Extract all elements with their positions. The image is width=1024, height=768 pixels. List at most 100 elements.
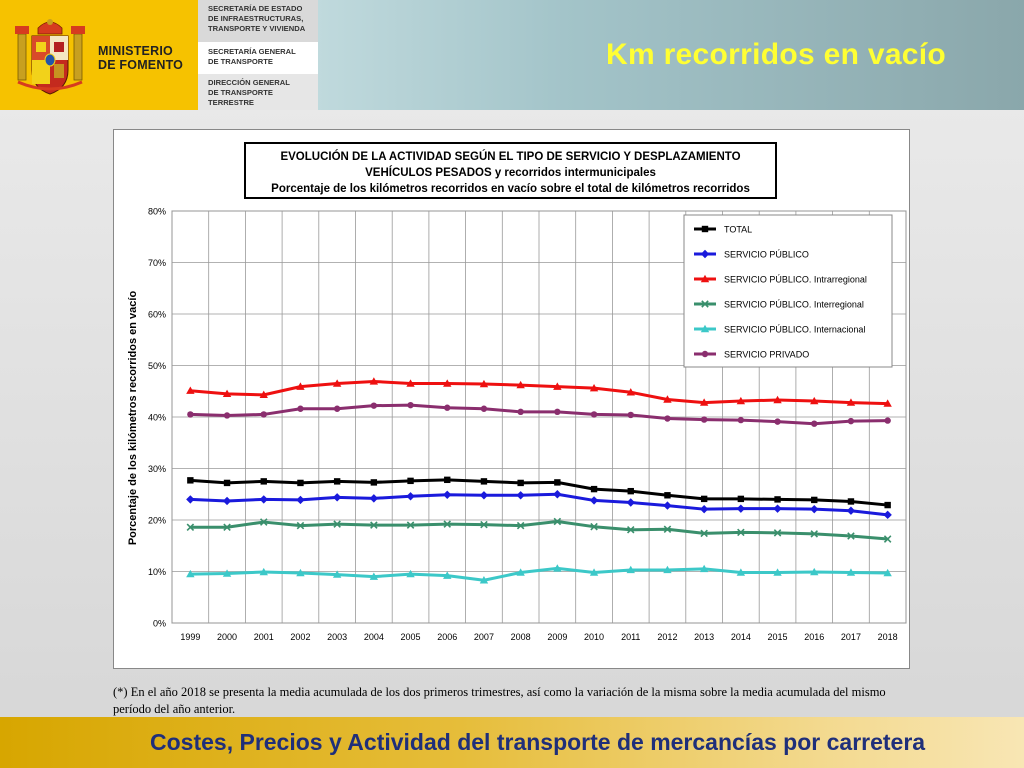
data-point <box>701 300 709 308</box>
dept-direccion-general: DIRECCIÓN GENERAL DE TRANSPORTE TERRESTR… <box>198 78 318 108</box>
data-point <box>370 402 378 409</box>
data-point <box>406 569 415 578</box>
data-point <box>296 495 305 505</box>
series-line <box>190 478 888 507</box>
data-point <box>773 504 782 513</box>
data-point <box>553 490 562 499</box>
data-point <box>627 487 634 495</box>
x-tick-label: 2000 <box>217 632 237 642</box>
ministry-logo-panel: MINISTERIO DE FOMENTO <box>0 0 198 110</box>
data-point <box>811 420 818 427</box>
footnote: (*) En el año 2018 se presenta la media … <box>113 685 886 716</box>
y-tick-label: 70% <box>148 258 166 268</box>
data-point <box>701 225 709 233</box>
data-point-stroke <box>737 528 745 537</box>
data-point <box>443 490 452 499</box>
data-point <box>369 572 379 580</box>
legend-label: SERVICIO PÚBLICO <box>724 250 809 260</box>
data-point <box>332 379 342 387</box>
data-point <box>297 405 304 412</box>
data-point <box>516 491 525 500</box>
x-tick-label: 1999 <box>180 632 200 642</box>
data-point <box>700 416 708 423</box>
data-point-stroke <box>773 529 782 537</box>
data-point <box>517 479 524 487</box>
data-point <box>406 379 415 387</box>
data-point <box>627 411 634 419</box>
data-point <box>259 567 268 576</box>
series-layer <box>186 377 892 584</box>
series-line <box>190 379 888 406</box>
data-point <box>297 479 304 487</box>
data-point <box>846 568 856 576</box>
data-point <box>333 520 341 528</box>
legend-label: SERVICIO PRIVADO <box>724 350 809 360</box>
series-line <box>190 566 888 582</box>
legend-layer: TOTAL SERVICIO PÚBLICO SERVICIO PÚBLICO. I… <box>683 214 893 368</box>
coat-of-arms-icon <box>15 19 85 95</box>
data-point <box>883 399 892 407</box>
data-point <box>589 568 599 576</box>
data-point <box>260 411 267 418</box>
data-point-stroke <box>480 520 488 529</box>
data-point <box>883 535 892 543</box>
data-point <box>223 523 231 531</box>
x-tick-label: 2005 <box>401 632 421 642</box>
x-tick-label: 2010 <box>584 632 604 642</box>
data-point <box>773 395 782 404</box>
data-point <box>296 382 305 390</box>
data-point <box>737 528 745 537</box>
data-point <box>333 478 341 485</box>
data-point <box>222 496 232 506</box>
data-point <box>701 350 709 358</box>
data-point <box>626 498 635 507</box>
data-point <box>444 404 451 411</box>
data-point <box>883 510 892 520</box>
y-tick-label: 30% <box>148 464 166 474</box>
data-point <box>222 569 232 577</box>
data-point <box>407 477 414 485</box>
data-point <box>589 383 599 392</box>
data-point <box>774 496 781 503</box>
data-point <box>444 476 451 484</box>
y-tick-label: 50% <box>148 361 166 371</box>
data-point <box>406 521 415 529</box>
data-point <box>553 517 562 526</box>
data-point <box>663 395 672 403</box>
data-point <box>186 523 195 531</box>
chart-title-box: EVOLUCIÓN DE LA ACTIVIDAD SEGÚN EL TIPO … <box>244 142 777 199</box>
legend-label: SERVICIO PÚBLICO. Intrarregional <box>724 275 867 285</box>
page-title: Km recorridos en vacío <box>606 38 947 71</box>
legend-item: SERVICIO PÚBLICO. Internacional <box>694 325 865 335</box>
data-point <box>223 479 231 487</box>
data-point <box>810 530 819 538</box>
x-tick-label: 2006 <box>437 632 457 642</box>
data-point <box>333 405 341 412</box>
data-point-stroke <box>663 525 672 534</box>
data-point <box>773 568 782 576</box>
x-tick-label: 2014 <box>731 632 751 642</box>
data-point <box>774 418 781 425</box>
ministry-name: MINISTERIO DE FOMENTO <box>98 44 183 72</box>
data-point-stroke <box>883 535 892 543</box>
data-point <box>737 416 745 424</box>
data-point-stroke <box>847 532 855 540</box>
data-point <box>259 390 268 399</box>
data-point <box>590 522 598 531</box>
data-point-stroke <box>590 522 598 531</box>
data-point-stroke <box>553 517 562 526</box>
data-point <box>187 477 194 484</box>
data-point-stroke <box>700 529 708 538</box>
ministry-name-line2: DE FOMENTO <box>98 58 184 72</box>
data-point <box>480 478 488 485</box>
data-point <box>664 492 671 499</box>
data-point <box>847 532 855 540</box>
data-point <box>370 479 378 486</box>
data-point <box>479 379 489 388</box>
dept-line: TERRESTRE <box>208 98 254 107</box>
data-point <box>553 382 562 390</box>
y-tick-label: 60% <box>148 310 166 320</box>
dept-secretaria-estado: SECRETARÍA DE ESTADO DE INFRAESTRUCTURAS… <box>198 4 318 34</box>
x-tick-label: 2003 <box>327 632 347 642</box>
